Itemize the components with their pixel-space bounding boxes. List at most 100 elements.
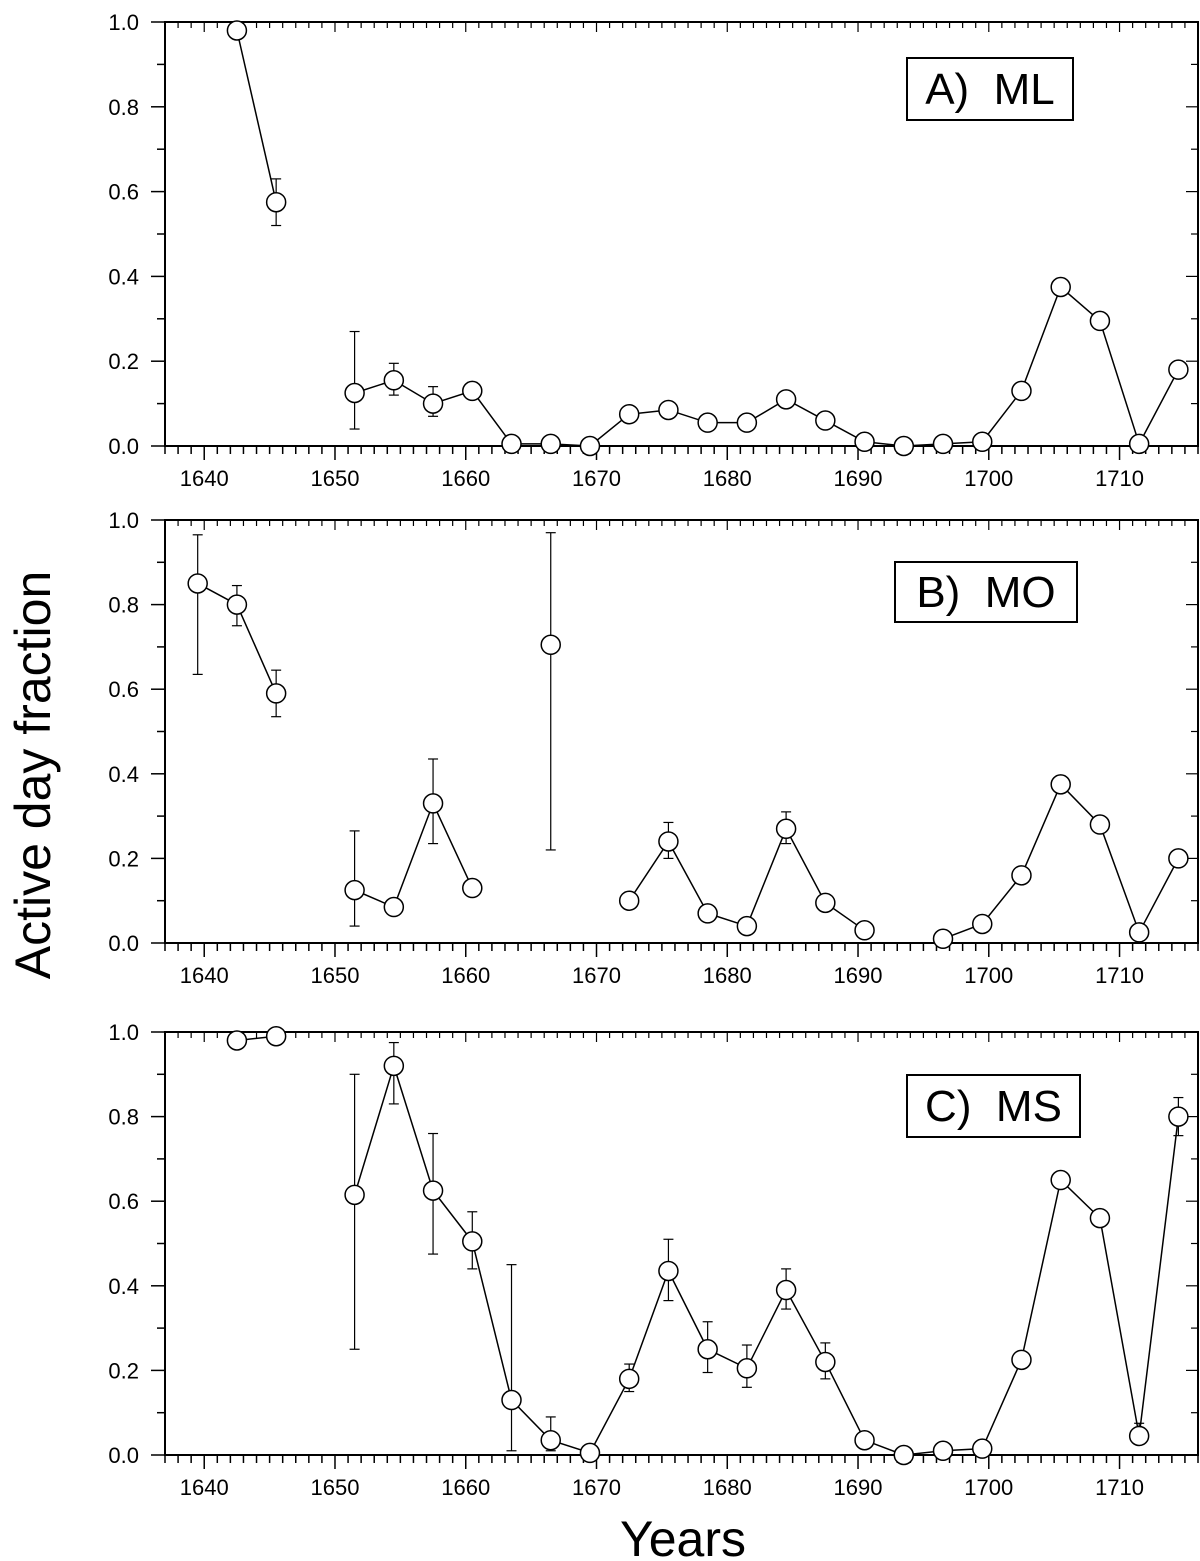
series-line [236,30,277,203]
data-point [1128,433,1150,455]
data-point [736,1358,758,1379]
panel-1: 1640 1650 1660 1670 1680 1690 1700 1710 0.0 0.2 0.… [108,10,1199,491]
x-tick-label: 1670 [572,466,621,491]
y-tick-label: 0.2 [108,349,139,374]
y-tick-label: 1.0 [108,1020,139,1045]
data-point [971,1438,993,1459]
data-point [422,793,444,814]
data-point [658,1260,679,1282]
y-tick-label: 0.6 [108,1189,139,1214]
series-line [353,1063,1180,1456]
data-point [1168,848,1189,869]
data-point [1011,1349,1032,1371]
data-point [736,915,758,937]
x-tick-label: 1680 [703,1475,752,1500]
data-point [344,1184,365,1206]
data-point [226,594,248,615]
data-point [932,433,954,455]
data-point [579,435,601,457]
data-point [736,412,758,433]
data-point [893,435,915,457]
data-point [618,1368,640,1390]
y-tick-label: 0.2 [108,846,139,871]
panel-label-box [894,561,1078,623]
x-tick-label: 1660 [441,963,490,988]
data-point [618,403,640,425]
data-point [422,393,444,414]
series-line [354,801,473,909]
data-point [815,410,836,431]
data-point [697,1339,718,1360]
data-point [815,1351,836,1373]
y-tick-label: 0.2 [108,1358,139,1383]
x-tick-label: 1650 [311,466,360,491]
data-point [1050,276,1071,298]
x-tick-label: 1710 [1095,466,1144,491]
data-point [1011,380,1032,402]
data-point [1089,1207,1111,1229]
data-point [932,1440,954,1462]
x-tick-label: 1640 [180,1475,229,1500]
x-tick-label: 1640 [180,963,229,988]
panel-3: 1640 1650 1660 1670 1680 1690 1700 1710 0.0 0.2 0.… [108,1020,1199,1500]
data-point [383,370,405,391]
data-point [540,1429,561,1451]
data-point [1168,1106,1189,1127]
x-tick-label: 1690 [834,963,883,988]
y-tick-label: 0.4 [108,264,139,289]
data-point [1050,774,1071,795]
data-point [1128,1425,1150,1447]
x-tick-label: 1680 [703,466,752,491]
data-point [540,634,561,656]
x-tick-label: 1660 [441,466,490,491]
data-point [1089,310,1111,332]
y-tick-label: 0.8 [108,1105,139,1130]
data-point [383,896,405,918]
data-point [618,890,640,911]
x-axis-title: Years [620,1511,746,1561]
data-point [265,683,287,704]
data-point [697,412,718,433]
data-point [540,433,561,455]
series-line [354,285,1180,447]
y-tick-label: 1.0 [108,10,139,35]
data-point [501,433,522,455]
x-tick-label: 1710 [1095,963,1144,988]
data-point [1011,865,1032,886]
data-point [854,1429,875,1451]
data-point [1089,814,1111,835]
data-point [658,399,679,421]
data-point [893,1444,915,1466]
data-point [658,831,679,852]
x-tick-label: 1660 [441,1475,490,1500]
panels: 1640 1650 1660 1670 1680 1690 1700 1710 0.0 0.2 0.… [108,10,1199,1500]
data-point [462,1231,483,1252]
data-point [344,382,365,404]
data-point [775,389,797,410]
y-axis-title: Active day fraction [5,571,61,980]
data-point [579,1442,601,1464]
data-point [971,913,993,935]
data-point [383,1055,405,1077]
y-tick-label: 0.0 [108,931,139,956]
panel-2: 1640 1650 1660 1670 1680 1690 1700 1710 0.0 0.2 0.… [108,508,1199,988]
data-point [1128,922,1150,943]
y-tick-label: 0.0 [108,434,139,459]
panel-label-box [906,57,1074,121]
data-point [815,892,836,914]
data-point [422,1180,444,1201]
data-point [932,928,954,950]
data-point [265,191,287,213]
panel-label: A) ML [925,65,1055,114]
x-tick-label: 1650 [311,1475,360,1500]
x-tick-label: 1640 [180,466,229,491]
x-tick-label: 1700 [964,466,1013,491]
data-point [854,920,875,941]
panel-label: B) MO [916,568,1055,617]
y-tick-label: 0.0 [108,1443,139,1468]
x-tick-label: 1690 [834,1475,883,1500]
x-tick-label: 1670 [572,1475,621,1500]
data-point [462,380,483,402]
